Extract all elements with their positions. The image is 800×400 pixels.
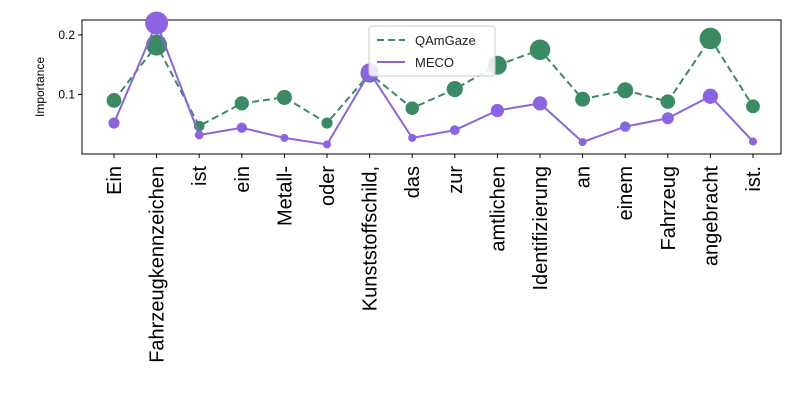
data-point-qamgaze: [276, 89, 292, 105]
data-point-qamgaze: [575, 91, 591, 107]
data-point-qamgaze: [405, 101, 419, 115]
y-tick-label: 0.1: [58, 87, 75, 101]
data-point-meco: [578, 138, 587, 147]
data-point-qamgaze: [106, 93, 122, 108]
data-point-meco: [194, 130, 204, 140]
data-point-qamgaze: [617, 82, 634, 99]
x-tick-label: Metall-: [274, 166, 296, 226]
data-point-qamgaze: [446, 80, 463, 98]
data-point-qamgaze: [529, 39, 551, 61]
x-tick-label: oder: [317, 166, 339, 206]
data-point-qamgaze: [234, 96, 249, 111]
data-point-meco: [236, 122, 247, 133]
data-point-meco: [749, 137, 757, 146]
x-tick-label: ist.: [743, 166, 765, 192]
x-tick-label: einem: [615, 166, 637, 220]
data-point-meco: [408, 133, 417, 142]
x-tick-label: Kunststoffschild,: [360, 166, 382, 311]
data-point-meco: [323, 140, 331, 149]
x-tick-label: Identifizierung: [530, 166, 552, 291]
y-tick-label: 0.2: [58, 28, 75, 42]
data-point-meco: [661, 112, 674, 125]
y-axis: 0.1 0.2: [58, 28, 82, 101]
data-point-meco: [619, 121, 631, 132]
data-point-qamgaze: [699, 27, 722, 50]
x-tick-label: ist: [189, 166, 211, 186]
x-tick-label: Fahrzeugkennzeichen: [147, 166, 169, 363]
series-layer: [106, 11, 760, 149]
y-axis-label: Importance: [33, 57, 47, 117]
legend: QAmGaze MECO: [368, 25, 496, 77]
data-point-qamgaze: [321, 117, 333, 129]
x-tick-label: ein: [232, 166, 254, 193]
x-tick-label: amtlichen: [487, 166, 509, 252]
legend-label: MECO: [415, 55, 454, 70]
data-point-qamgaze: [146, 34, 168, 56]
data-point-meco: [145, 11, 169, 35]
x-tick-label: das: [402, 166, 424, 198]
x-tick-label: Fahrzeug: [658, 166, 680, 251]
series-meco-group: [108, 11, 757, 149]
x-tick-label: zur: [445, 166, 467, 194]
legend-label: QAmGaze: [415, 33, 476, 48]
series-line-qamgaze: [113, 36, 754, 128]
x-tick-label: Ein: [104, 166, 126, 195]
data-point-meco: [532, 96, 548, 111]
data-point-meco: [449, 125, 460, 136]
legend-box: [368, 25, 496, 77]
data-point-meco: [490, 103, 505, 118]
series-qamgaze-group: [106, 27, 760, 132]
data-point-meco: [702, 88, 719, 104]
x-tick-label: an: [573, 166, 595, 188]
data-point-meco: [108, 117, 120, 129]
data-point-qamgaze: [746, 99, 760, 114]
data-point-qamgaze: [660, 94, 676, 109]
series-line-meco: [113, 20, 754, 146]
x-axis: Ein Fahrzeugkennzeichen ist ein Metall-oder K…: [104, 154, 765, 363]
x-tick-label: angebracht: [700, 166, 722, 267]
data-point-meco: [280, 133, 289, 142]
